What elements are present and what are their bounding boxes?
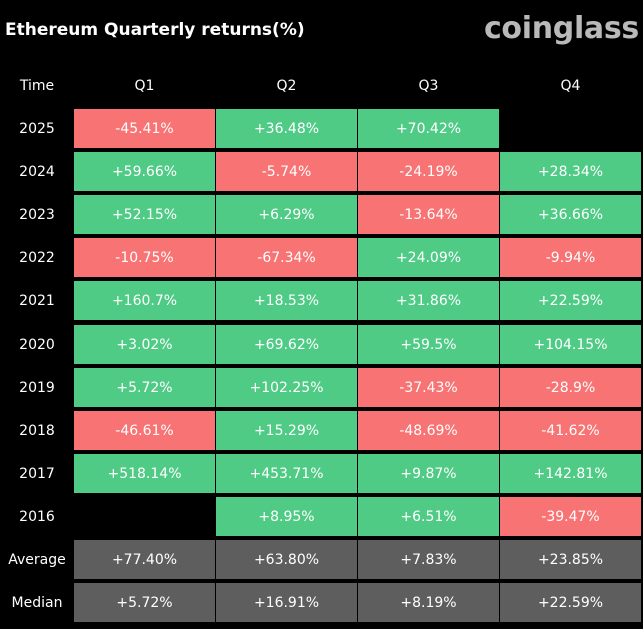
time-column-header: Time xyxy=(19,78,55,94)
return-cell xyxy=(74,497,215,536)
return-cell: +23.85% xyxy=(500,540,641,579)
return-cell: -5.74% xyxy=(216,152,357,191)
header: Ethereum Quarterly returns(%) coinglass xyxy=(0,0,643,64)
return-cell: -48.69% xyxy=(358,411,499,450)
return-cell: +59.5% xyxy=(358,325,499,364)
return-cell: +36.48% xyxy=(216,109,357,148)
row-label-median: Median xyxy=(11,594,63,611)
return-cell: +102.25% xyxy=(216,368,357,407)
return-cell: +77.40% xyxy=(74,540,215,579)
row-label-2022: 2022 xyxy=(19,249,55,266)
row-label-2024: 2024 xyxy=(19,163,55,180)
return-cell: +6.51% xyxy=(358,497,499,536)
column-header-q1: Q1 xyxy=(134,78,155,94)
return-cell: +15.29% xyxy=(216,411,357,450)
return-cell: +36.66% xyxy=(500,195,641,234)
row-label-2019: 2019 xyxy=(19,379,55,396)
return-cell: -37.43% xyxy=(358,368,499,407)
return-cell: +31.86% xyxy=(358,281,499,320)
return-cell: +8.95% xyxy=(216,497,357,536)
row-label-2023: 2023 xyxy=(19,206,55,223)
row-label-2025: 2025 xyxy=(19,120,55,137)
return-cell: +63.80% xyxy=(216,540,357,579)
return-cell xyxy=(500,109,641,148)
return-cell: +453.71% xyxy=(216,454,357,493)
return-cell: +5.72% xyxy=(74,583,215,622)
return-cell: -41.62% xyxy=(500,411,641,450)
return-cell: +104.15% xyxy=(500,325,641,364)
return-cell: +24.09% xyxy=(358,238,499,277)
return-cell: +142.81% xyxy=(500,454,641,493)
return-cell: -39.47% xyxy=(500,497,641,536)
page-title: Ethereum Quarterly returns(%) xyxy=(5,20,305,40)
return-cell: +7.83% xyxy=(358,540,499,579)
column-header-q2: Q2 xyxy=(276,78,297,94)
return-cell: +59.66% xyxy=(74,152,215,191)
return-cell: -46.61% xyxy=(74,411,215,450)
return-cell: +22.59% xyxy=(500,281,641,320)
return-cell: +22.59% xyxy=(500,583,641,622)
return-cell: +5.72% xyxy=(74,368,215,407)
return-cell: -24.19% xyxy=(358,152,499,191)
return-cell: +8.19% xyxy=(358,583,499,622)
return-cell: -10.75% xyxy=(74,238,215,277)
return-cell: +3.02% xyxy=(74,325,215,364)
return-cell: -28.9% xyxy=(500,368,641,407)
return-cell: +518.14% xyxy=(74,454,215,493)
row-label-2016: 2016 xyxy=(19,508,55,525)
row-label-2018: 2018 xyxy=(19,422,55,439)
return-cell: +16.91% xyxy=(216,583,357,622)
return-cell: -67.34% xyxy=(216,238,357,277)
column-header-q4: Q4 xyxy=(560,78,581,94)
row-label-average: Average xyxy=(8,551,66,568)
return-cell: -13.64% xyxy=(358,195,499,234)
return-cell: +52.15% xyxy=(74,195,215,234)
return-cell: +69.62% xyxy=(216,325,357,364)
return-cell: +28.34% xyxy=(500,152,641,191)
return-cell: +9.87% xyxy=(358,454,499,493)
return-cell: -45.41% xyxy=(74,109,215,148)
return-cell: +18.53% xyxy=(216,281,357,320)
return-cell: -9.94% xyxy=(500,238,641,277)
row-label-2020: 2020 xyxy=(19,336,55,353)
return-cell: +160.7% xyxy=(74,281,215,320)
return-cell: +70.42% xyxy=(358,109,499,148)
row-label-2021: 2021 xyxy=(19,292,55,309)
return-cell: +6.29% xyxy=(216,195,357,234)
column-header-q3: Q3 xyxy=(418,78,439,94)
row-label-2017: 2017 xyxy=(19,465,55,482)
coinglass-logo: coinglass xyxy=(483,11,639,46)
